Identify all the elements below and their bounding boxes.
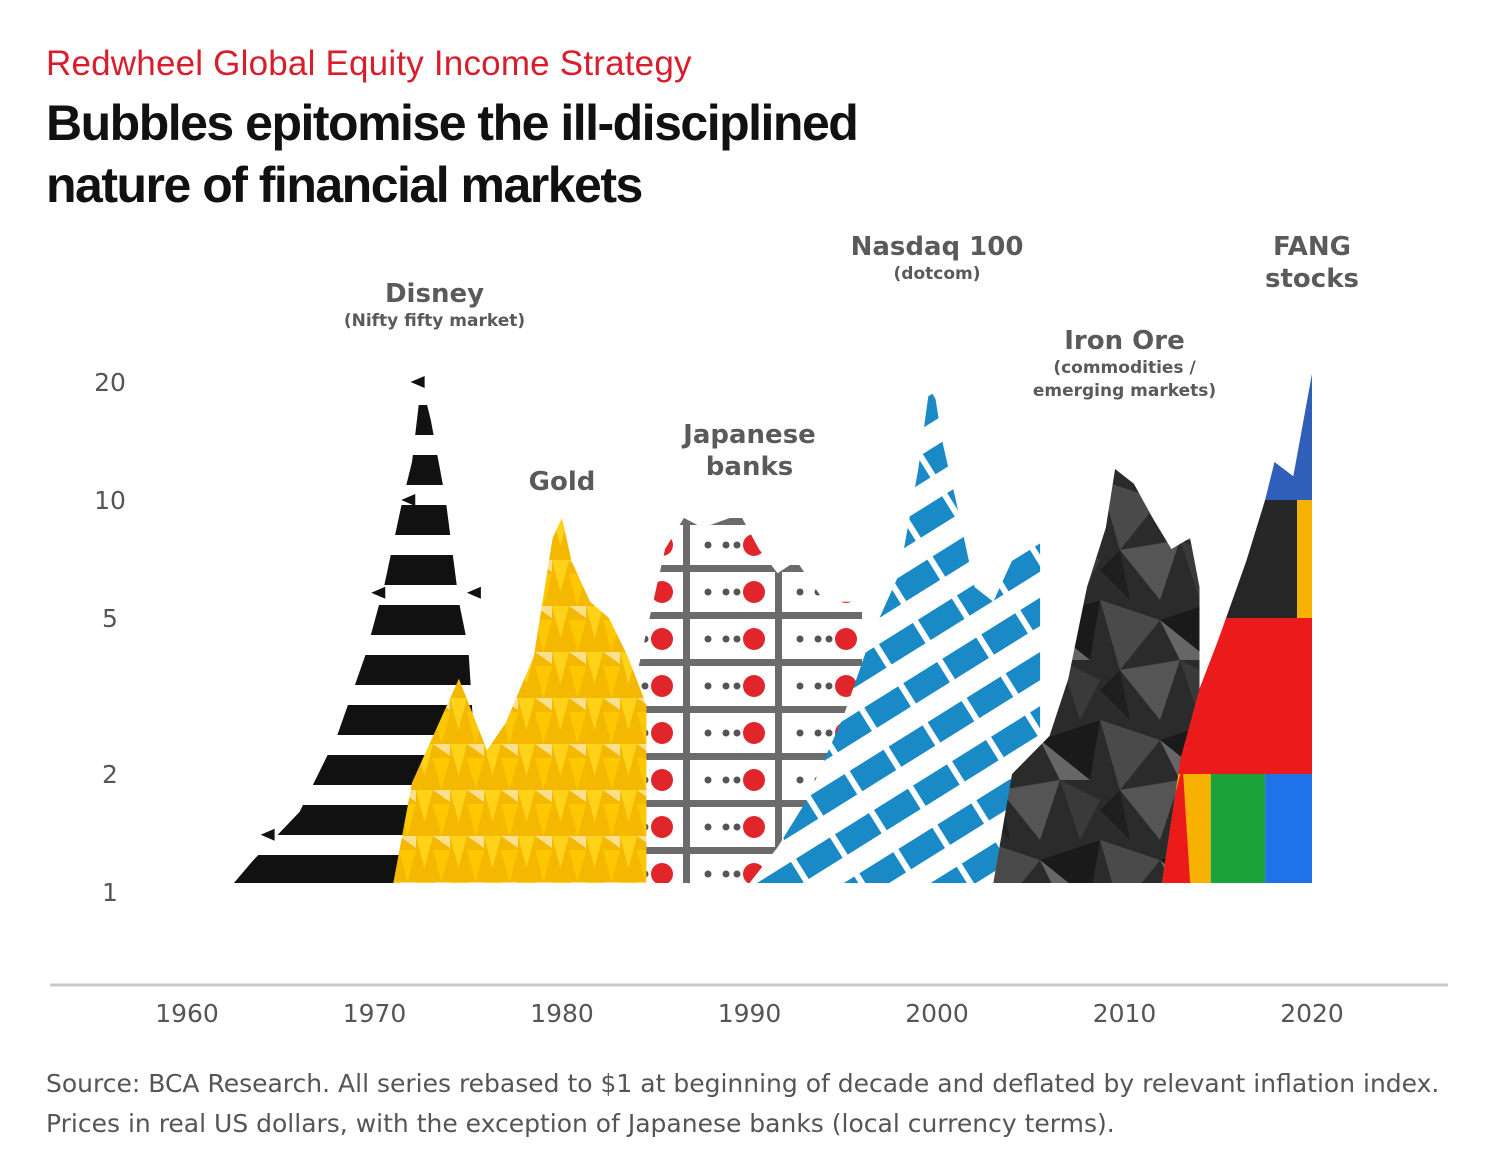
series-area-nasdaq-100 (749, 373, 1041, 883)
series-sublabel-nasdaq-100: (dotcom) (894, 264, 981, 284)
series-area-iron-ore (993, 469, 1200, 883)
fang-band-bottom-3 (1265, 773, 1312, 883)
x-tick-label: 1970 (343, 999, 407, 1028)
disney-arrow-marker-3 (371, 586, 386, 599)
series-sublabel-iron-ore: emerging markets) (1033, 381, 1216, 401)
series-label-nasdaq-100: Nasdaq 100 (851, 232, 1024, 262)
disney-arrow-marker-1 (410, 376, 425, 388)
x-tick-label: 2010 (1093, 999, 1157, 1028)
series-label-iron-ore: Iron Ore (1064, 326, 1184, 356)
fang-flame (1162, 765, 1191, 883)
disney-arrow-marker-2 (401, 494, 416, 507)
series-labels: Disney(Nifty fifty market) Gold Japaneseba… (344, 232, 1359, 497)
series-layer (233, 373, 1312, 883)
y-tick-label: 1 (102, 878, 118, 907)
y-tick-label: 5 (102, 604, 118, 633)
series-area-disney (233, 382, 478, 883)
chart-title-line-1: Bubbles epitomise the ill-disciplined (46, 95, 859, 151)
series-area-gold (393, 517, 647, 883)
series-sublabel-iron-ore: (commodities / (1053, 358, 1196, 378)
series-label-fang-stocks: FANG (1273, 232, 1351, 262)
x-tick-label: 1990 (718, 999, 782, 1028)
series-label-disney: Disney (385, 279, 484, 309)
fang-band-bottom-2 (1210, 773, 1266, 883)
source-note: Source: BCA Research. All series rebased… (46, 1069, 1440, 1138)
series-area-japanese-banks (580, 514, 862, 883)
x-axis: 1960 1970 1980 1990 2000 2010 2020 (155, 999, 1344, 1028)
chart-title: Bubbles epitomise the ill-disciplined na… (46, 92, 1046, 216)
fang-band-orange-top (1297, 500, 1312, 619)
x-tick-label: 1980 (530, 999, 594, 1028)
series-label-japanese-banks: banks (706, 452, 793, 482)
x-tick-label: 2020 (1280, 999, 1344, 1028)
y-tick-label: 2 (102, 760, 118, 789)
chart-supertitle: Redwheel Global Equity Income Strategy (46, 44, 692, 83)
y-tick-label: 10 (94, 486, 126, 515)
chart-title-line-2: nature of financial markets (46, 157, 643, 213)
x-tick-label: 2000 (905, 999, 969, 1028)
y-tick-label: 20 (94, 368, 126, 397)
series-label-fang-stocks: stocks (1265, 264, 1359, 294)
series-sublabel-disney: (Nifty fifty market) (344, 311, 525, 331)
series-label-japanese-banks: Japanese (681, 420, 816, 450)
y-axis: 1 2 5 10 20 (94, 368, 126, 907)
x-tick-label: 1960 (155, 999, 219, 1028)
disney-arrow-marker-4 (466, 586, 481, 599)
disney-arrow-marker-5 (260, 828, 275, 841)
series-label-gold: Gold (529, 467, 596, 497)
